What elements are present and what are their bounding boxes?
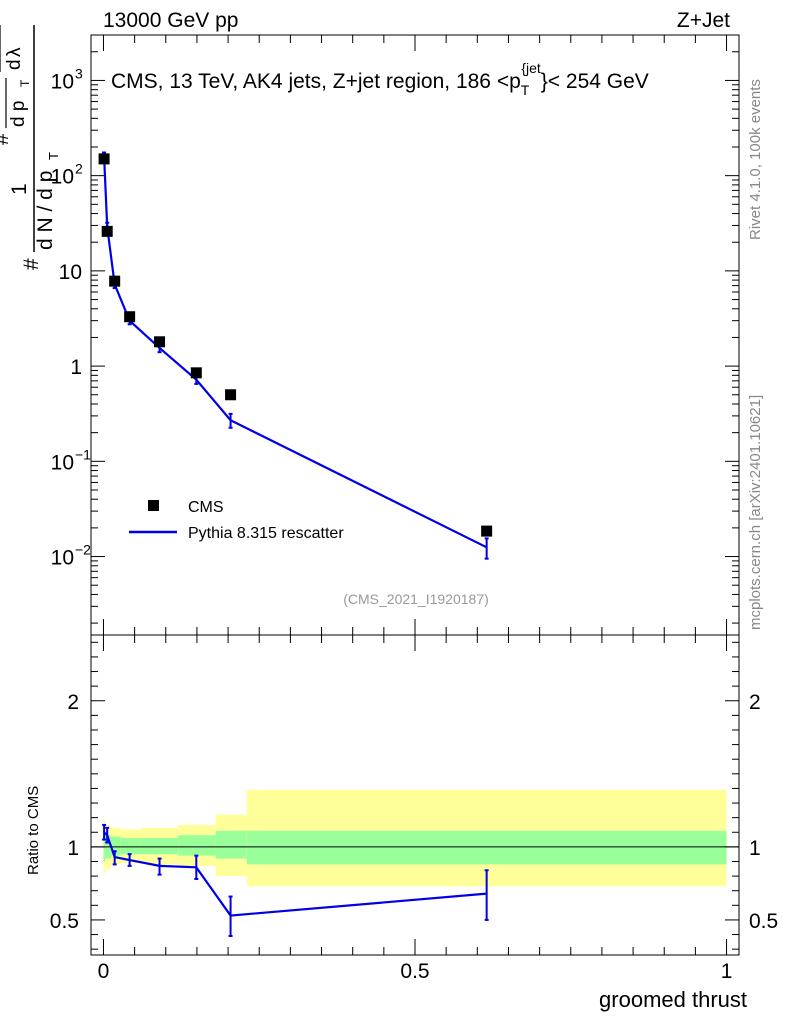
- ratio-mc-line: [103, 831, 487, 917]
- ratio-ylabel: Ratio to CMS: [25, 786, 42, 875]
- data-point-7: [481, 525, 493, 537]
- data-point-6: [225, 389, 237, 401]
- ratio-bands: [91, 789, 739, 887]
- main-ylabel: # 1 d N / d p T # d p T d 2 N d λ: [0, 25, 61, 270]
- data-point-3: [124, 311, 136, 323]
- ratio-ytick-label-left-2: 2: [67, 691, 79, 714]
- ylabel-dpt: d p: [8, 101, 29, 127]
- ratio-xtick-label-2: 1: [721, 960, 733, 983]
- header-left: 13000 GeV pp: [103, 9, 238, 32]
- ratio-xtick-label-1: 0.5: [400, 960, 429, 983]
- data-point-5: [190, 367, 202, 379]
- main-title-sup: {jet: [521, 60, 541, 76]
- ylabel-hash2: #: [0, 133, 13, 145]
- ylabel-t1: T: [46, 152, 61, 160]
- ratio-xtick-label-0: 0: [98, 960, 110, 983]
- main-title-sub: T: [521, 82, 530, 98]
- ratio-ytick-label-right-0: 0.5: [749, 910, 778, 933]
- main-ytick-label-2: 1: [70, 356, 82, 379]
- data-point-4: [154, 336, 166, 348]
- main-ytick-exp-0: −2: [75, 542, 91, 558]
- main-title-text: CMS, 13 TeV, AK4 jets, Z+jet region, 186…: [111, 70, 521, 93]
- xlabel: groomed thrust: [599, 987, 747, 1012]
- main-plot-frame: [90, 34, 740, 636]
- main-title: CMS, 13 TeV, AK4 jets, Z+jet region, 186…: [111, 60, 649, 98]
- band-inner-5: [178, 835, 216, 856]
- legend-mc-label: Pythia 8.315 rescatter: [188, 525, 344, 542]
- ratio-ytick-label-right-2: 2: [749, 691, 761, 714]
- mcplots-label: mcplots.cern.ch [arXiv:2401.10621]: [747, 395, 764, 630]
- rivet-label: Rivet 4.1.0, 100k events: [747, 79, 764, 240]
- ratio-ytick-label-right-1: 1: [749, 837, 761, 860]
- ylabel-dndpt: d N / d p: [34, 171, 57, 250]
- main-title-end: }< 254 GeV: [541, 70, 649, 93]
- main-ytick-label-1: 10: [51, 451, 74, 474]
- main-ytick-label-3: 10: [59, 261, 82, 284]
- ylabel-lambda: λ: [4, 47, 25, 57]
- legend: CMS Pythia 8.315 rescatter: [129, 499, 344, 542]
- ylabel-hash1: #: [20, 258, 43, 270]
- band-inner-2: [110, 836, 121, 856]
- data-point-2: [109, 275, 121, 287]
- ratio-ytick-label-left-0: 0.5: [50, 910, 79, 933]
- data-point-1: [101, 225, 113, 237]
- main-ytick-exp-5: 3: [75, 65, 83, 81]
- legend-cms-marker: [148, 500, 159, 511]
- main-ytick-exp-1: −1: [75, 446, 91, 462]
- band-inner-6: [215, 830, 247, 859]
- ylabel-t2: T: [18, 79, 32, 87]
- band-inner-7: [246, 830, 727, 865]
- main-ytick-label-0: 10: [51, 547, 74, 570]
- ylabel-dl: d: [4, 59, 25, 70]
- main-ytick-label-5: 10: [51, 70, 74, 93]
- ratio-ytick-label-left-1: 1: [67, 837, 79, 860]
- chart-marks: [98, 151, 493, 938]
- band-inner-4: [140, 838, 179, 855]
- main-ytick-label-4: 10: [51, 166, 74, 189]
- analysis-id: (CMS_2021_I1920187): [343, 591, 489, 607]
- ylabel-one: 1: [8, 183, 31, 195]
- header-right: Z+Jet: [677, 9, 730, 32]
- main-ytick-exp-4: 2: [75, 161, 83, 177]
- band-inner-3: [120, 838, 141, 855]
- legend-cms-label: CMS: [188, 499, 224, 516]
- data-point-0: [98, 153, 110, 165]
